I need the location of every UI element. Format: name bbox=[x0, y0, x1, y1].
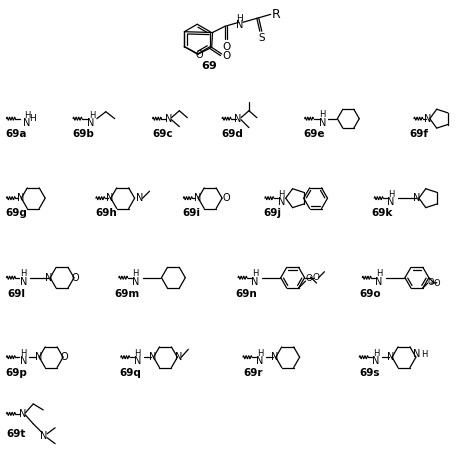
Text: H: H bbox=[376, 269, 383, 278]
Text: R: R bbox=[271, 8, 280, 21]
Text: N: N bbox=[165, 114, 172, 124]
Text: 69q: 69q bbox=[120, 368, 142, 378]
Text: 69e: 69e bbox=[304, 128, 325, 138]
Text: 69j: 69j bbox=[264, 208, 282, 218]
Text: H: H bbox=[420, 350, 427, 359]
Text: N: N bbox=[256, 356, 264, 366]
Text: N: N bbox=[236, 20, 244, 30]
Text: O: O bbox=[433, 279, 440, 288]
Text: 69k: 69k bbox=[372, 208, 393, 218]
Text: N: N bbox=[19, 276, 27, 287]
Text: H: H bbox=[29, 114, 36, 123]
Text: N: N bbox=[413, 349, 420, 359]
Text: H: H bbox=[20, 269, 27, 278]
Text: 69g: 69g bbox=[5, 208, 27, 218]
Text: H: H bbox=[373, 349, 379, 358]
Text: 69r: 69r bbox=[243, 368, 263, 378]
Text: N: N bbox=[18, 409, 26, 419]
Text: N: N bbox=[193, 193, 201, 203]
Text: 69: 69 bbox=[201, 61, 217, 71]
Text: 69n: 69n bbox=[235, 289, 257, 298]
Text: N: N bbox=[136, 193, 143, 203]
Text: N: N bbox=[40, 431, 48, 441]
Text: N: N bbox=[17, 193, 24, 203]
Text: N: N bbox=[19, 356, 27, 366]
Text: N: N bbox=[234, 114, 242, 124]
Text: N: N bbox=[251, 276, 259, 287]
Text: H: H bbox=[388, 190, 394, 199]
Text: 69c: 69c bbox=[152, 128, 173, 138]
Text: S: S bbox=[258, 33, 265, 43]
Text: H: H bbox=[279, 190, 285, 199]
Text: N: N bbox=[319, 117, 326, 128]
Text: O: O bbox=[222, 51, 231, 61]
Text: 69f: 69f bbox=[410, 128, 428, 138]
Text: 69s: 69s bbox=[359, 368, 380, 378]
Text: N: N bbox=[375, 276, 383, 287]
Text: H: H bbox=[132, 269, 139, 278]
Text: H: H bbox=[237, 14, 243, 23]
Text: O: O bbox=[222, 193, 230, 203]
Text: H: H bbox=[135, 349, 141, 358]
Text: N: N bbox=[134, 356, 141, 366]
Text: N: N bbox=[35, 352, 42, 362]
Text: N: N bbox=[175, 352, 182, 362]
Text: H: H bbox=[20, 349, 27, 358]
Text: N: N bbox=[424, 114, 431, 124]
Text: 69d: 69d bbox=[221, 128, 243, 138]
Text: N: N bbox=[106, 193, 113, 203]
Text: N: N bbox=[278, 197, 285, 207]
Text: N: N bbox=[132, 276, 139, 287]
Text: N: N bbox=[46, 273, 53, 283]
Text: N: N bbox=[23, 117, 30, 128]
Text: N: N bbox=[387, 197, 395, 207]
Text: 69l: 69l bbox=[8, 289, 25, 298]
Text: 69a: 69a bbox=[6, 128, 27, 138]
Text: 69t: 69t bbox=[7, 429, 26, 439]
Text: O: O bbox=[305, 274, 312, 282]
Text: 69o: 69o bbox=[359, 289, 381, 298]
Text: N: N bbox=[413, 193, 420, 203]
Text: H: H bbox=[257, 349, 263, 358]
Text: H: H bbox=[24, 111, 30, 120]
Text: H: H bbox=[319, 110, 326, 119]
Text: O: O bbox=[196, 50, 203, 60]
Text: O: O bbox=[312, 273, 319, 282]
Text: O: O bbox=[60, 352, 68, 362]
Text: 69h: 69h bbox=[95, 208, 117, 218]
Text: H: H bbox=[89, 111, 95, 120]
Text: N: N bbox=[87, 117, 95, 128]
Text: 69b: 69b bbox=[72, 128, 94, 138]
Text: O: O bbox=[428, 277, 434, 287]
Text: N: N bbox=[373, 356, 380, 366]
Text: N: N bbox=[271, 352, 278, 362]
Text: 69i: 69i bbox=[182, 208, 201, 218]
Text: N: N bbox=[387, 352, 395, 362]
Text: H: H bbox=[252, 269, 258, 278]
Text: N: N bbox=[149, 352, 156, 362]
Text: O: O bbox=[71, 273, 79, 283]
Text: O: O bbox=[222, 42, 230, 52]
Text: 69m: 69m bbox=[114, 289, 139, 298]
Text: 69p: 69p bbox=[5, 368, 27, 378]
